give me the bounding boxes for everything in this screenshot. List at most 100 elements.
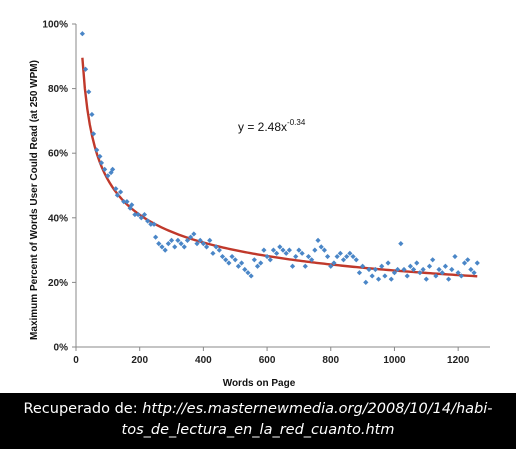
y-tick-label: 60% bbox=[48, 149, 68, 160]
data-point bbox=[426, 263, 433, 269]
data-point bbox=[219, 253, 226, 260]
data-point bbox=[283, 250, 289, 256]
data-point bbox=[299, 250, 305, 256]
data-point bbox=[455, 270, 461, 276]
data-point bbox=[194, 241, 200, 247]
source-caption: Recuperado de: http://es.masternewmedia.… bbox=[0, 393, 516, 449]
y-tick-label: 40% bbox=[48, 213, 68, 224]
data-point bbox=[382, 273, 388, 279]
data-point bbox=[254, 263, 261, 269]
data-point bbox=[135, 211, 141, 218]
x-tick-label: 400 bbox=[195, 355, 212, 366]
data-point bbox=[321, 247, 327, 253]
data-point bbox=[197, 237, 203, 244]
trendline-group bbox=[81, 57, 478, 278]
data-point bbox=[461, 260, 468, 266]
data-points bbox=[79, 31, 480, 285]
data-point bbox=[407, 263, 413, 269]
data-point bbox=[356, 270, 363, 276]
data-point bbox=[98, 160, 105, 166]
data-point bbox=[401, 266, 407, 273]
data-point bbox=[86, 89, 92, 95]
data-point bbox=[331, 260, 337, 266]
data-point bbox=[226, 260, 232, 266]
data-point bbox=[168, 237, 175, 244]
caption-url-part-2: tos_de_lectura_en_la_red_cuanto.htm bbox=[121, 422, 395, 438]
data-point bbox=[436, 266, 442, 273]
data-point bbox=[353, 257, 359, 263]
data-point bbox=[318, 244, 324, 250]
data-point bbox=[145, 218, 151, 224]
data-point bbox=[153, 234, 159, 240]
data-point bbox=[385, 260, 391, 266]
trendline bbox=[81, 57, 478, 278]
data-point bbox=[264, 253, 270, 260]
data-point bbox=[446, 276, 452, 282]
data-point bbox=[468, 266, 474, 273]
x-tick-label: 0 bbox=[73, 355, 79, 366]
data-point bbox=[200, 241, 206, 247]
data-point bbox=[181, 244, 187, 250]
data-point bbox=[458, 273, 464, 279]
y-tick-label: 80% bbox=[48, 84, 68, 95]
scatter-chart: 0%20%40%60%80%100%0 200 400 600 800 1000 1200 … bbox=[29, 20, 490, 389]
caption-line-1: Recuperado de: http://es.masternewmedia.… bbox=[0, 399, 516, 420]
data-point bbox=[132, 211, 138, 218]
data-point bbox=[366, 266, 372, 273]
data-point bbox=[328, 263, 334, 269]
data-point bbox=[404, 273, 410, 279]
data-point bbox=[203, 244, 210, 250]
data-point bbox=[148, 221, 154, 227]
data-point bbox=[398, 241, 404, 247]
data-point bbox=[442, 263, 449, 269]
data-point bbox=[293, 253, 299, 260]
data-point bbox=[121, 199, 127, 205]
data-point bbox=[216, 247, 222, 253]
axes bbox=[72, 23, 490, 351]
chart-area: 0% 20% 40% 60% 80% 100% 0 200 400 600 800 1000 1200 … bbox=[29, 19, 490, 389]
caption-line-2: tos_de_lectura_en_la_red_cuanto.htm bbox=[0, 420, 516, 441]
data-point bbox=[258, 260, 264, 266]
data-point bbox=[305, 253, 312, 260]
data-point bbox=[165, 241, 171, 247]
data-point bbox=[430, 257, 436, 263]
data-point bbox=[274, 250, 280, 256]
data-point bbox=[369, 273, 375, 279]
data-point bbox=[138, 215, 144, 221]
data-point bbox=[391, 270, 398, 276]
data-point bbox=[105, 173, 111, 179]
data-point bbox=[251, 257, 257, 263]
data-point bbox=[375, 276, 382, 282]
data-point bbox=[280, 247, 286, 253]
data-point bbox=[248, 273, 254, 279]
data-point bbox=[178, 241, 184, 247]
data-point bbox=[82, 66, 89, 72]
data-point bbox=[344, 253, 350, 260]
y-tick-label: 100% bbox=[42, 20, 68, 31]
x-tick-label: 1200 bbox=[447, 355, 470, 366]
data-point bbox=[232, 257, 238, 263]
data-point bbox=[175, 237, 181, 244]
data-point bbox=[452, 253, 458, 260]
data-point bbox=[324, 253, 331, 260]
data-point bbox=[360, 263, 366, 269]
y-tick-label: 20% bbox=[48, 278, 68, 289]
data-point bbox=[162, 247, 168, 253]
data-point bbox=[474, 260, 480, 266]
data-point bbox=[90, 131, 97, 137]
data-point bbox=[223, 257, 229, 263]
data-point bbox=[159, 244, 165, 250]
data-point bbox=[94, 147, 100, 153]
caption-url-part-1: http://es.masternewmedia.org/2008/10/14/… bbox=[142, 401, 493, 417]
y-axis-label: Maximum Percent of Words User Could Read… bbox=[29, 60, 40, 340]
data-point bbox=[184, 237, 191, 244]
data-point bbox=[270, 247, 277, 253]
data-point bbox=[286, 247, 292, 253]
data-point bbox=[379, 263, 385, 269]
data-point bbox=[302, 263, 308, 269]
data-point bbox=[113, 186, 119, 192]
data-point bbox=[347, 250, 353, 256]
data-point bbox=[433, 273, 439, 279]
data-point bbox=[235, 263, 242, 269]
data-point bbox=[129, 202, 135, 208]
